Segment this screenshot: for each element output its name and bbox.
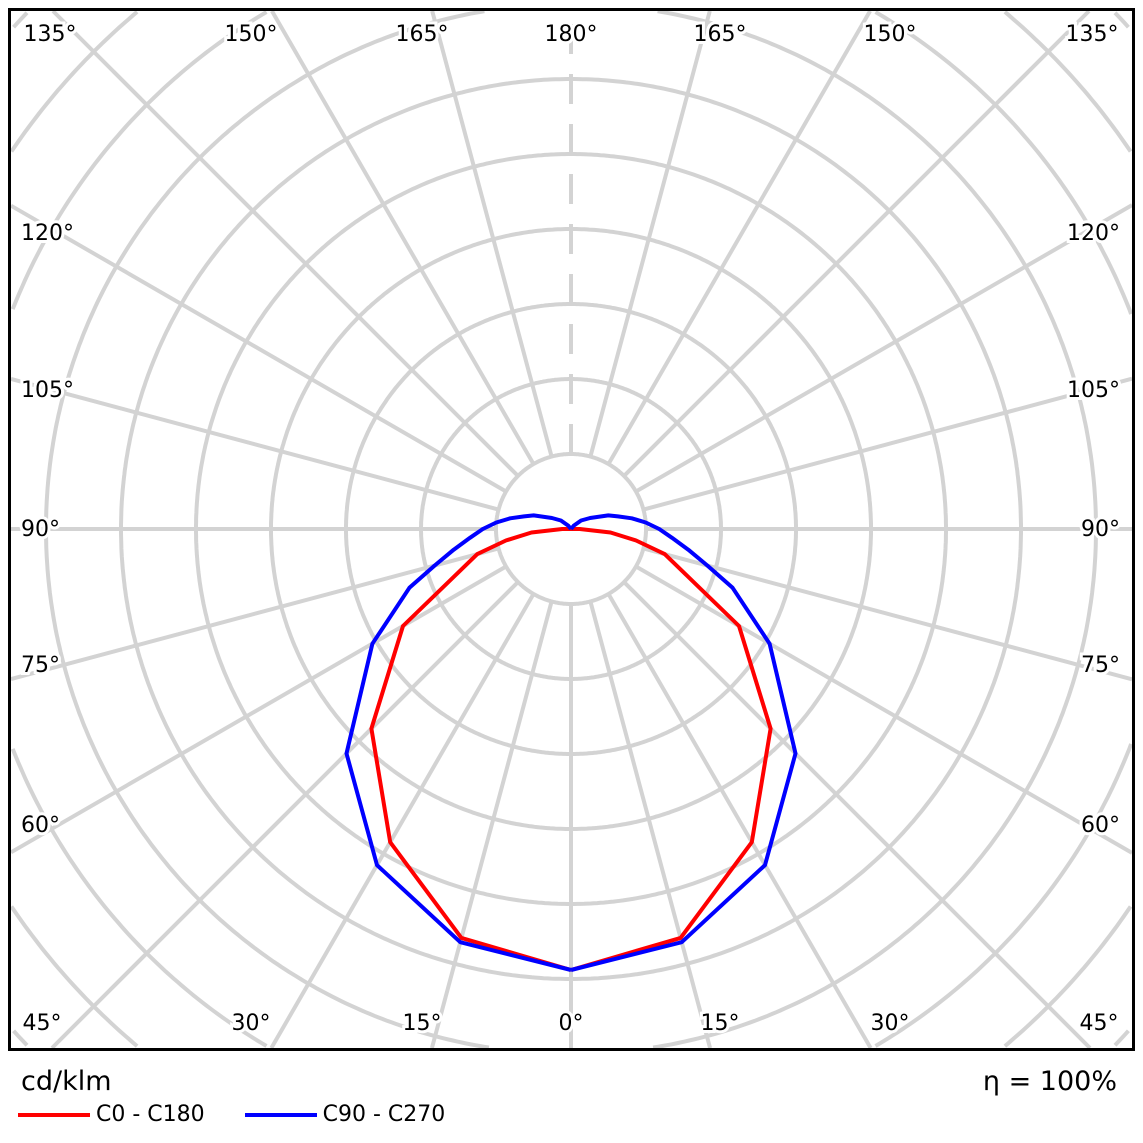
angle-label: 90° bbox=[1081, 517, 1120, 542]
angle-label: 15° bbox=[701, 1011, 740, 1036]
angle-label: 135° bbox=[1066, 22, 1119, 47]
angle-label: 60° bbox=[1081, 813, 1120, 838]
curve-c0-c180 bbox=[369, 527, 572, 972]
grid-spoke bbox=[10, 546, 500, 681]
angle-label: 45° bbox=[23, 1011, 62, 1036]
legend-label: C90 - C270 bbox=[322, 1102, 446, 1127]
angle-label: 165° bbox=[694, 22, 747, 47]
curve-c0-c180 bbox=[570, 527, 773, 972]
angle-label: 135° bbox=[24, 22, 77, 47]
grid-ring bbox=[9, 10, 1133, 1048]
grid-spoke bbox=[642, 546, 1133, 682]
grid-ring bbox=[44, 9, 1098, 1050]
grid-spoke bbox=[430, 10, 554, 458]
grid-spoke bbox=[430, 600, 554, 1049]
grid-ring bbox=[10, 10, 1133, 1048]
angle-label: 105° bbox=[1067, 378, 1120, 403]
legend-swatch-red bbox=[18, 1112, 90, 1117]
unit-label: cd/klm bbox=[21, 1066, 112, 1097]
grid-spoke bbox=[588, 600, 712, 1049]
angle-label: 15° bbox=[403, 1011, 442, 1036]
grid-spoke bbox=[51, 9, 520, 478]
angle-labels: 135° 150° 165° 180° 165° 150° 135° 120° … bbox=[18, 19, 1123, 1039]
grid-ring bbox=[12, 11, 1130, 1047]
curve-c90-c270 bbox=[569, 513, 798, 972]
grid-spoke bbox=[634, 564, 1133, 855]
angle-label: 120° bbox=[21, 221, 74, 246]
legend: C0 - C180 C90 - C270 bbox=[18, 1102, 445, 1127]
angle-label: 30° bbox=[232, 1011, 271, 1036]
polar-grid bbox=[9, 9, 1133, 1050]
grid-spoke bbox=[10, 203, 508, 494]
angle-label: 180° bbox=[545, 22, 598, 47]
grid-spoke bbox=[588, 10, 712, 458]
angle-label: 165° bbox=[396, 22, 449, 47]
grid-spoke bbox=[622, 580, 1092, 1050]
angle-label: 45° bbox=[1080, 1011, 1119, 1036]
angle-label: 105° bbox=[21, 378, 74, 403]
grid-spoke bbox=[50, 580, 520, 1050]
grid-spoke bbox=[606, 9, 872, 466]
angle-label: 75° bbox=[1081, 653, 1120, 678]
grid-spoke bbox=[622, 9, 1091, 478]
angle-label: 120° bbox=[1067, 221, 1120, 246]
grid-spoke bbox=[10, 377, 500, 512]
angle-label: 90° bbox=[21, 517, 60, 542]
legend-label: C0 - C180 bbox=[96, 1102, 205, 1127]
curves bbox=[344, 513, 798, 972]
angle-label: 150° bbox=[225, 22, 278, 47]
angle-label: 60° bbox=[21, 813, 60, 838]
grid-spoke bbox=[606, 592, 873, 1049]
grid-spoke bbox=[634, 203, 1133, 494]
angle-label: 30° bbox=[871, 1011, 910, 1036]
grid-spoke bbox=[9, 564, 508, 855]
efficiency-label: η = 100% bbox=[982, 1066, 1117, 1097]
plot-frame bbox=[8, 8, 1135, 1051]
angle-label: 0° bbox=[559, 1011, 584, 1036]
legend-swatch-blue bbox=[244, 1112, 317, 1117]
grid-spoke bbox=[642, 376, 1133, 512]
angle-label: 75° bbox=[21, 653, 60, 678]
angle-label: 150° bbox=[864, 22, 917, 47]
grid-spoke bbox=[270, 9, 536, 466]
curve-c90-c270 bbox=[344, 513, 573, 972]
grid-spoke bbox=[269, 592, 536, 1049]
